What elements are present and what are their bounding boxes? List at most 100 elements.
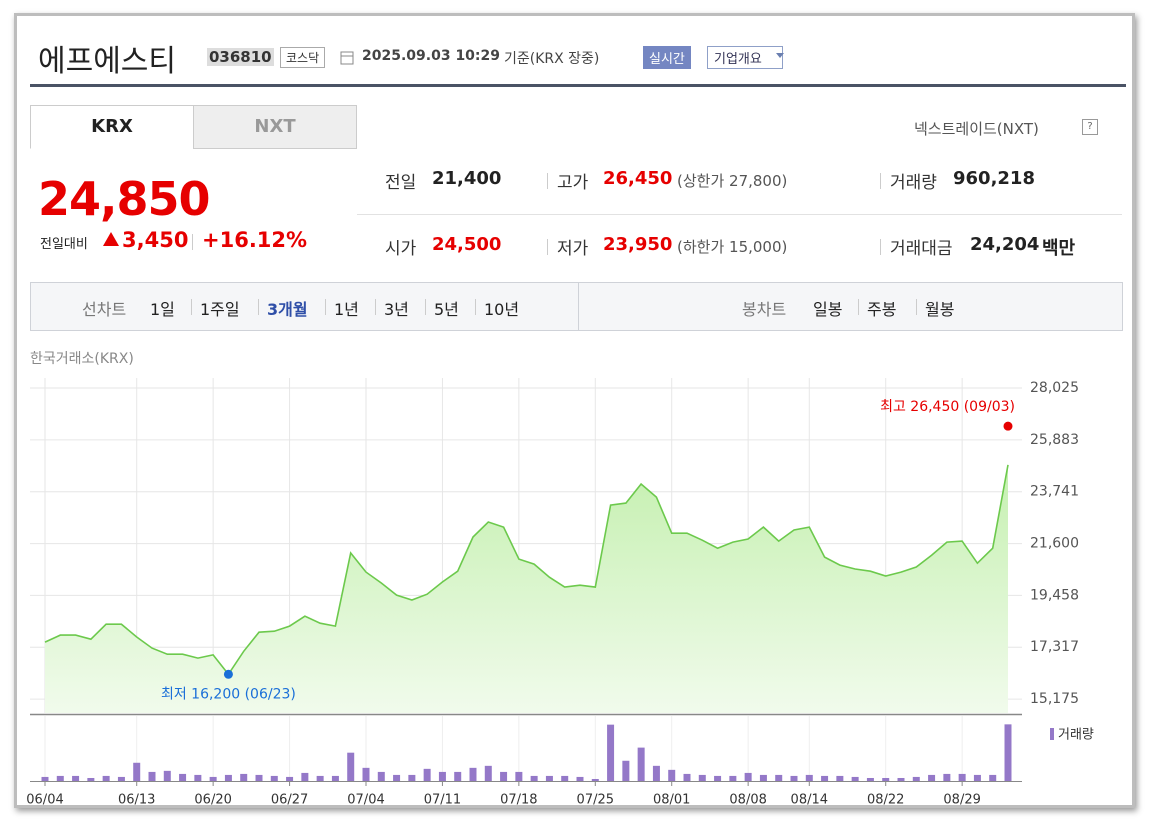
volume-bar bbox=[72, 775, 80, 781]
cell-label: 시가 bbox=[385, 239, 417, 259]
chart-toolbar bbox=[30, 282, 1123, 331]
x-tick-label: 07/11 bbox=[424, 793, 461, 808]
cell-note: (하한가 15,000) bbox=[677, 238, 788, 256]
candle-button[interactable]: 월봉 bbox=[925, 300, 955, 319]
menu-divider bbox=[325, 299, 326, 315]
period-button[interactable]: 3년 bbox=[384, 300, 409, 319]
volume-bar bbox=[545, 775, 553, 781]
x-tick-label: 06/04 bbox=[26, 793, 63, 808]
cell-label: 고가 bbox=[557, 173, 589, 193]
realtime-badge[interactable]: 실시간 bbox=[643, 46, 691, 69]
tab-nxt[interactable]: NXT bbox=[193, 105, 357, 149]
timestamp: 2025.09.03 10:29 bbox=[362, 48, 501, 64]
menu-label: 선차트 bbox=[82, 300, 127, 319]
volume-bar bbox=[561, 775, 569, 781]
volume-bar bbox=[836, 775, 844, 781]
x-tick-label: 06/20 bbox=[194, 793, 231, 808]
menu-divider bbox=[375, 299, 376, 315]
y-tick-label: 28,025 bbox=[1030, 380, 1079, 396]
cell-divider bbox=[547, 239, 548, 255]
y-tick-label: 17,317 bbox=[1030, 639, 1079, 655]
volume-bar bbox=[148, 771, 156, 781]
annotation-label: 최저 16,200 (06/23) bbox=[161, 686, 296, 702]
volume-bar bbox=[958, 773, 966, 781]
cell-divider bbox=[880, 173, 881, 189]
volume-bar bbox=[790, 775, 798, 781]
cell-divider bbox=[547, 173, 548, 189]
nxt-link[interactable]: 넥스트레이드(NXT) bbox=[914, 120, 1039, 138]
cell-unit: 백만 bbox=[1042, 238, 1076, 259]
volume-bar bbox=[805, 774, 813, 781]
volume-bar bbox=[331, 775, 339, 781]
y-tick-label: 15,175 bbox=[1030, 691, 1079, 707]
volume-bar bbox=[622, 760, 630, 781]
candle-button[interactable]: 주봉 bbox=[867, 300, 897, 319]
exchange: 한국거래소(KRX) bbox=[30, 351, 134, 367]
period-button[interactable]: 3개월 bbox=[267, 300, 308, 319]
period-button[interactable]: 1년 bbox=[334, 300, 359, 319]
volume-bar bbox=[316, 775, 324, 781]
volume-bar bbox=[652, 765, 660, 781]
volume-bar bbox=[41, 776, 49, 781]
help-icon[interactable]: ? bbox=[1082, 119, 1098, 135]
x-tick-label: 08/14 bbox=[791, 793, 828, 808]
volume-bar bbox=[484, 765, 492, 781]
toolbar-divider bbox=[578, 283, 579, 330]
volume-bar bbox=[469, 767, 477, 781]
company-info-button[interactable]: 기업개요 bbox=[707, 46, 783, 69]
volume-bar bbox=[393, 774, 401, 781]
change: 3,450 bbox=[122, 228, 189, 252]
cell-value: 23,950 bbox=[603, 234, 673, 255]
cell-value: 24,204 bbox=[970, 234, 1040, 255]
cell-note: (상한가 27,800) bbox=[677, 172, 788, 190]
menu-divider bbox=[475, 299, 476, 315]
volume-bar bbox=[912, 776, 920, 781]
volume-bar bbox=[897, 777, 905, 781]
cell-label: 거래대금 bbox=[890, 239, 953, 259]
volume-bar bbox=[500, 771, 508, 781]
menu-divider bbox=[191, 299, 192, 315]
volume-bar bbox=[576, 776, 584, 781]
volume-bar bbox=[117, 776, 125, 781]
cell-divider bbox=[880, 239, 881, 255]
cell-value: 24,500 bbox=[432, 234, 502, 255]
volume-bar bbox=[454, 771, 462, 781]
volume-bar bbox=[943, 773, 951, 781]
menu-divider bbox=[916, 299, 917, 315]
volume-bar bbox=[224, 774, 232, 781]
candle-button[interactable]: 일봉 bbox=[813, 300, 843, 319]
dropdown-arrow bbox=[776, 53, 784, 58]
x-tick-label: 07/18 bbox=[500, 793, 537, 808]
volume-bar bbox=[240, 773, 248, 781]
x-tick-label: 08/29 bbox=[943, 793, 980, 808]
cell-label: 거래량 bbox=[890, 173, 937, 193]
period-button[interactable]: 5년 bbox=[434, 300, 459, 319]
period-button[interactable]: 1일 bbox=[150, 300, 175, 319]
volume-bar bbox=[698, 774, 706, 781]
volume-bar bbox=[438, 771, 446, 781]
volume-bar bbox=[301, 772, 309, 781]
area-fill bbox=[45, 464, 1008, 713]
y-tick-label: 23,741 bbox=[1030, 484, 1079, 500]
period-button[interactable]: 10년 bbox=[484, 300, 520, 319]
x-tick-label: 07/25 bbox=[577, 793, 614, 808]
legend-label: 거래량 bbox=[1058, 728, 1094, 743]
volume-bar bbox=[821, 775, 829, 781]
volume-bar bbox=[775, 774, 783, 781]
volume-bar bbox=[209, 776, 217, 781]
volume-bar bbox=[102, 775, 110, 781]
volume-bar bbox=[714, 775, 722, 781]
stock-code: 036810 bbox=[207, 48, 274, 66]
volume-bar bbox=[194, 774, 202, 781]
menu-divider bbox=[858, 299, 859, 315]
price-line bbox=[44, 464, 1009, 676]
legend-swatch bbox=[1050, 728, 1054, 740]
cell-value: 26,450 bbox=[603, 168, 673, 189]
market-badge: 코스닥 bbox=[280, 47, 326, 68]
volume-bar bbox=[729, 775, 737, 781]
period-button[interactable]: 1주일 bbox=[200, 300, 240, 319]
volume-bar bbox=[989, 774, 997, 781]
annotation-dot bbox=[1003, 421, 1013, 431]
x-tick-label: 06/13 bbox=[118, 793, 155, 808]
